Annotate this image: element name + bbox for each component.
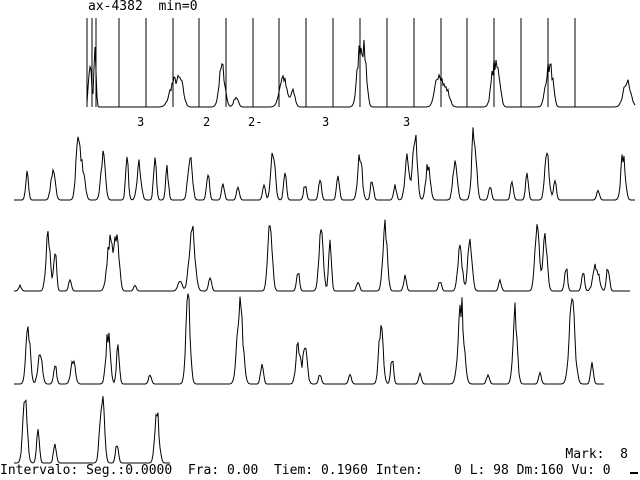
range-header: ax-4382 min=0	[86, 0, 200, 14]
waveform-row-1	[86, 39, 636, 108]
segment-marker-label: 3	[322, 115, 330, 129]
inten-label: Inten:	[375, 463, 423, 478]
l-value: 98	[493, 463, 509, 478]
segment-marker-label: 3	[403, 115, 411, 129]
fra-label: Fra:	[187, 463, 220, 478]
inten-value: 0	[454, 463, 462, 478]
segment-marker-label: 3	[137, 115, 145, 129]
waveform-row-2	[14, 127, 635, 201]
status-bar: Intervalo: Seg.:0.0000 Fra: 0.00 Tiem: 0…	[0, 463, 640, 479]
segment-marker-label: 2-	[248, 115, 263, 129]
text-cursor	[630, 472, 638, 474]
segment-marker-label: 2	[203, 115, 211, 129]
dm-label: Dm:	[516, 463, 541, 478]
waveform-row-4	[14, 293, 604, 385]
mark-label: Mark:	[565, 447, 605, 462]
tiem-value: 0.1960	[320, 463, 368, 478]
min-readout: min=0	[158, 0, 198, 14]
seg-label: Seg.:	[86, 463, 126, 478]
intervalo-label: Intervalo:	[0, 463, 79, 478]
dm-value: 160	[540, 463, 564, 478]
waveform-row-5	[14, 396, 170, 464]
max-readout: ax-4382	[88, 0, 143, 14]
vu-value: 0	[602, 463, 611, 478]
mark-value: 8	[620, 447, 628, 462]
seg-value: 0.0000	[125, 463, 173, 478]
l-label: L:	[469, 463, 486, 478]
vu-label: Vu:	[571, 463, 595, 478]
fra-value: 0.00	[227, 463, 259, 478]
tiem-label: Tiem:	[273, 463, 314, 478]
mark-indicator: Mark: 8	[565, 448, 628, 462]
waveform-row-3	[14, 219, 630, 292]
